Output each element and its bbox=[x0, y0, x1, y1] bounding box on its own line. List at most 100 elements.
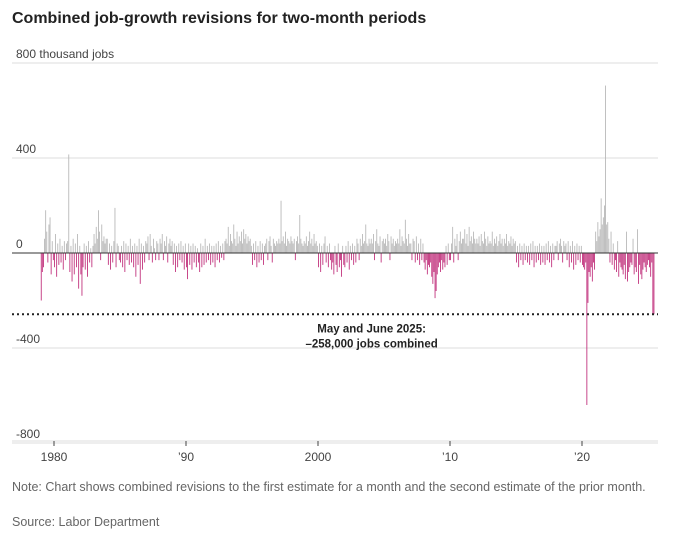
bar bbox=[265, 243, 267, 253]
bar bbox=[183, 253, 185, 270]
bar bbox=[535, 253, 537, 263]
bar bbox=[140, 243, 142, 253]
bar bbox=[100, 253, 102, 261]
bar bbox=[398, 243, 400, 253]
bar bbox=[380, 253, 382, 263]
bar bbox=[593, 253, 594, 263]
bar bbox=[286, 245, 287, 254]
bar bbox=[73, 253, 75, 275]
bar bbox=[159, 238, 161, 253]
bar bbox=[403, 243, 405, 253]
bar bbox=[41, 253, 43, 272]
bar bbox=[595, 231, 597, 254]
bar bbox=[107, 253, 109, 265]
chart-note: Note: Chart shows combined revisions to … bbox=[12, 480, 646, 494]
bar bbox=[410, 243, 412, 253]
bar bbox=[426, 253, 428, 275]
bar bbox=[476, 238, 478, 253]
bar bbox=[406, 238, 407, 253]
bar bbox=[541, 245, 543, 254]
bar bbox=[78, 253, 80, 289]
bar bbox=[544, 253, 546, 265]
bar bbox=[46, 231, 48, 254]
bar bbox=[131, 253, 132, 263]
bar bbox=[400, 245, 402, 254]
bar bbox=[465, 243, 467, 253]
bar bbox=[448, 253, 450, 261]
chart-source: Source: Labor Department bbox=[12, 515, 160, 529]
bar bbox=[94, 243, 96, 253]
chart-title: Combined job-growth revisions for two-mo… bbox=[12, 10, 427, 27]
bar bbox=[329, 243, 330, 253]
bar bbox=[351, 253, 352, 261]
bar bbox=[630, 253, 632, 263]
bar bbox=[408, 234, 410, 253]
bar bbox=[209, 243, 210, 253]
bar bbox=[51, 241, 53, 254]
bar bbox=[259, 241, 261, 254]
bar bbox=[200, 243, 202, 253]
bar bbox=[613, 253, 615, 270]
bar bbox=[282, 236, 284, 254]
bar bbox=[428, 253, 429, 265]
x-tick-label: ’10 bbox=[442, 450, 458, 464]
bar bbox=[316, 245, 318, 254]
bar bbox=[238, 236, 240, 254]
bar bbox=[443, 253, 445, 263]
bar bbox=[177, 253, 179, 268]
bar bbox=[310, 243, 312, 253]
bar bbox=[607, 222, 609, 254]
bar bbox=[239, 241, 241, 254]
bar bbox=[105, 238, 107, 253]
bar bbox=[74, 243, 76, 253]
bar bbox=[114, 207, 116, 254]
bar bbox=[577, 253, 579, 261]
bar bbox=[553, 253, 555, 261]
bar bbox=[235, 245, 237, 254]
bar bbox=[147, 236, 149, 254]
bar bbox=[627, 253, 628, 282]
bar bbox=[212, 253, 214, 263]
bar bbox=[304, 243, 306, 253]
bar bbox=[359, 238, 361, 253]
bar bbox=[342, 245, 344, 254]
bar bbox=[56, 253, 58, 277]
bar bbox=[445, 245, 447, 254]
bar bbox=[180, 241, 182, 254]
bar bbox=[323, 243, 325, 253]
bar bbox=[532, 241, 534, 254]
bar bbox=[626, 231, 627, 254]
bar bbox=[468, 226, 470, 254]
bar bbox=[302, 245, 304, 254]
bar bbox=[335, 253, 337, 265]
bar bbox=[409, 243, 411, 253]
bar bbox=[473, 231, 474, 254]
bar bbox=[464, 229, 466, 253]
bar bbox=[242, 243, 243, 253]
bar bbox=[166, 236, 168, 254]
bar bbox=[530, 243, 532, 253]
bar bbox=[230, 234, 231, 253]
bar bbox=[338, 253, 340, 268]
bar bbox=[299, 215, 301, 253]
bar bbox=[272, 238, 274, 253]
bar bbox=[522, 253, 524, 265]
bar bbox=[181, 253, 183, 263]
bar bbox=[61, 245, 63, 254]
bar bbox=[352, 243, 353, 253]
bar bbox=[528, 245, 529, 254]
bar bbox=[102, 241, 104, 254]
bar bbox=[201, 253, 203, 268]
bar bbox=[617, 241, 619, 254]
bar bbox=[376, 229, 378, 253]
bar bbox=[188, 243, 190, 253]
bar bbox=[237, 243, 239, 253]
bar bbox=[343, 253, 345, 265]
bar bbox=[434, 253, 436, 299]
bar bbox=[63, 241, 65, 254]
bar bbox=[436, 253, 438, 275]
bar bbox=[512, 238, 514, 253]
bar bbox=[148, 253, 150, 261]
bar bbox=[527, 253, 528, 263]
bar bbox=[442, 253, 444, 270]
